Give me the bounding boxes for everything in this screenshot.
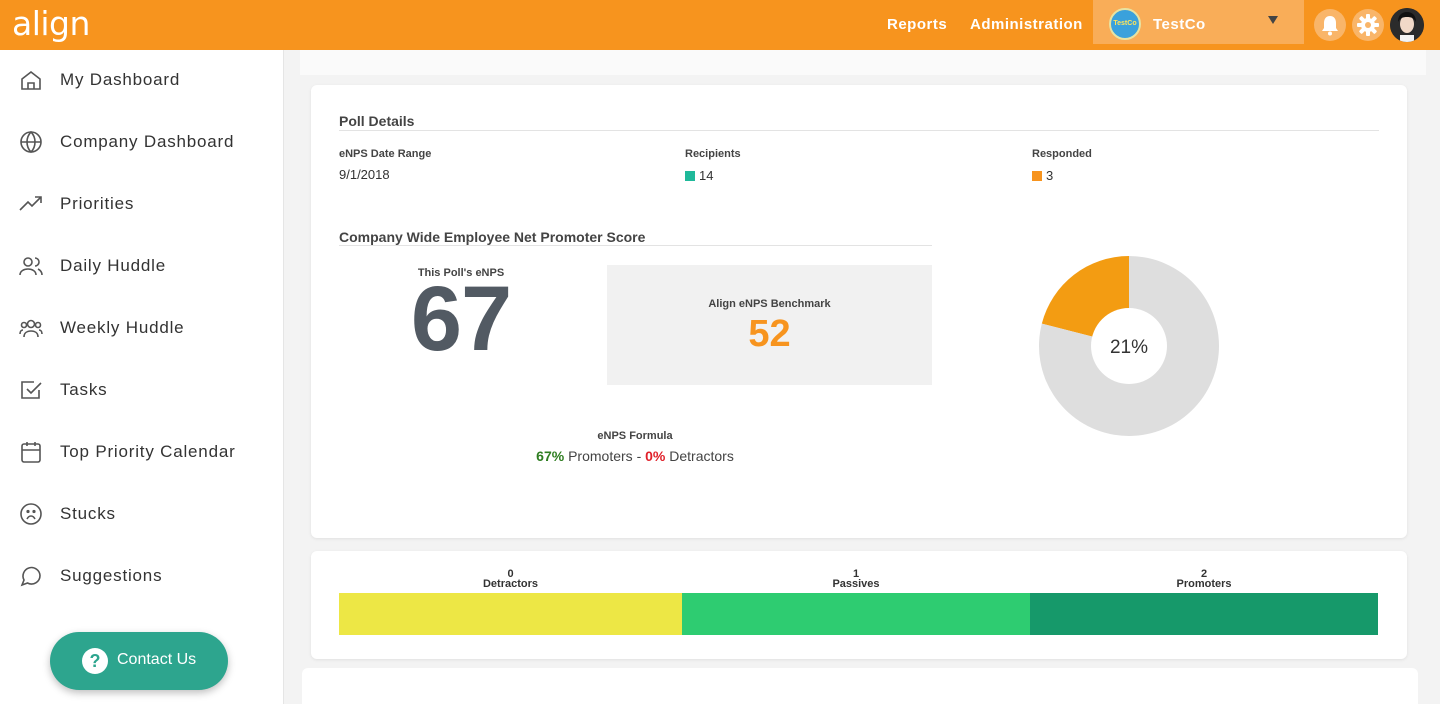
sidebar-item-weekly-huddle[interactable]: Weekly Huddle [0,303,284,353]
recipients-value: 14 [685,168,713,183]
gear-icon[interactable] [1352,9,1384,41]
detractors-text: Detractors [669,448,734,464]
sidebar-item-label: Company Dashboard [60,132,235,151]
globe-icon [20,130,42,154]
date-range-label: eNPS Date Range [339,148,432,160]
donut-hole [1091,308,1167,384]
users-icon [19,257,43,276]
enps-section-title: Company Wide Employee Net Promoter Score [339,229,646,245]
recipients-count: 14 [699,168,714,183]
distribution-label-detractors: 0 Detractors [339,568,682,590]
contact-us-button[interactable]: ? Contact Us [50,632,228,690]
help-icon: ? [82,648,108,674]
recipients-swatch [685,171,695,181]
responded-swatch [1032,171,1042,181]
enps-formula-label: eNPS Formula [597,430,673,442]
poll-details-card: Poll Details eNPS Date Range 9/1/2018 Re… [311,85,1407,538]
sidebar-item-label: Weekly Huddle [60,318,185,337]
chat-bubble-icon [20,566,41,587]
response-rate-donut: 21% [1039,256,1219,436]
divider [339,245,932,246]
date-range-value: 9/1/2018 [339,167,390,182]
distribution-label-promoters: 2 Promoters [1030,568,1378,590]
sidebar-item-label: Suggestions [60,566,163,585]
sidebar-item-label: Daily Huddle [60,256,166,275]
detractors-pct: 0% [645,448,666,464]
sidebar-item-label: Tasks [60,380,108,399]
group-icon [19,319,43,338]
sidebar-item-label: My Dashboard [60,70,181,89]
enps-distribution-card: 0 Detractors 1 Passives 2 Promoters [311,551,1407,659]
company-logo: TestCo [1109,8,1141,40]
formula-dash: - [636,448,642,464]
sidebar-item-suggestions[interactable]: Suggestions [0,551,284,601]
responded-value: 3 [1032,168,1053,183]
distribution-segment-passives [682,593,1030,635]
benchmark-label: Align eNPS Benchmark [708,298,831,310]
promoters-pct: 67% [536,448,565,464]
nav-administration[interactable]: Administration [970,16,1083,33]
poll-details-title: Poll Details [339,113,415,129]
contact-us-label: Contact Us [117,651,197,668]
sidebar-item-label: Stucks [60,504,116,523]
nav-reports[interactable]: Reports [887,16,948,33]
company-switcher[interactable]: TestCo TestCo [1093,0,1304,44]
sidebar-item-top-priority-calendar[interactable]: Top Priority Calendar [0,427,284,477]
responded-count: 3 [1046,168,1054,183]
distribution-segment-detractors [339,593,682,635]
distribution-count: 2 [1200,568,1208,580]
divider [339,130,1379,131]
chevron-down-icon[interactable] [1268,16,1278,24]
distribution-name: Passives [832,578,880,590]
distribution-name: Promoters [1176,578,1232,590]
promoters-text: Promoters [568,448,633,464]
company-name: TestCo [1153,16,1206,33]
sidebar-item-company-dashboard[interactable]: Company Dashboard [0,117,284,167]
sidebar-item-label: Top Priority Calendar [60,442,236,461]
benchmark-box: Align eNPS Benchmark 52 [607,265,932,385]
bell-icon[interactable] [1314,9,1346,41]
calendar-icon [21,442,41,463]
this-poll-enps-label: This Poll's eNPS [417,267,505,279]
distribution-segment-promoters [1030,593,1378,635]
sidebar-item-tasks[interactable]: Tasks [0,365,284,415]
sidebar-item-label: Priorities [60,194,135,213]
this-poll-enps-value: 67 [410,268,512,370]
sidebar-item-priorities[interactable]: Priorities [0,179,284,229]
enps-formula: 67% Promoters - 0% Detractors [311,448,959,464]
avatar[interactable] [1390,8,1424,42]
benchmark-value: 52 [748,313,791,355]
main-header-strip [300,50,1426,75]
donut-center-label: 21% [1110,337,1148,358]
align-logo[interactable]: align [12,4,90,43]
distribution-count: 1 [852,568,860,580]
trending-up-icon [19,196,42,211]
distribution-count: 0 [507,568,514,580]
home-icon [21,70,41,90]
frown-icon [20,503,42,525]
responded-label: Responded [1032,148,1092,160]
sidebar-item-my-dashboard[interactable]: My Dashboard [0,55,284,105]
next-card [302,668,1418,704]
top-bar: align Reports Administration TestCo Test… [0,0,1440,50]
sidebar-item-stucks[interactable]: Stucks [0,489,284,539]
recipients-label: Recipients [685,148,741,160]
distribution-label-passives: 1 Passives [682,568,1030,590]
sidebar: My Dashboard Company Dashboard Prioritie… [0,50,284,704]
sidebar-item-daily-huddle[interactable]: Daily Huddle [0,241,284,291]
distribution-name: Detractors [482,578,539,590]
checkbox-icon [21,381,42,399]
